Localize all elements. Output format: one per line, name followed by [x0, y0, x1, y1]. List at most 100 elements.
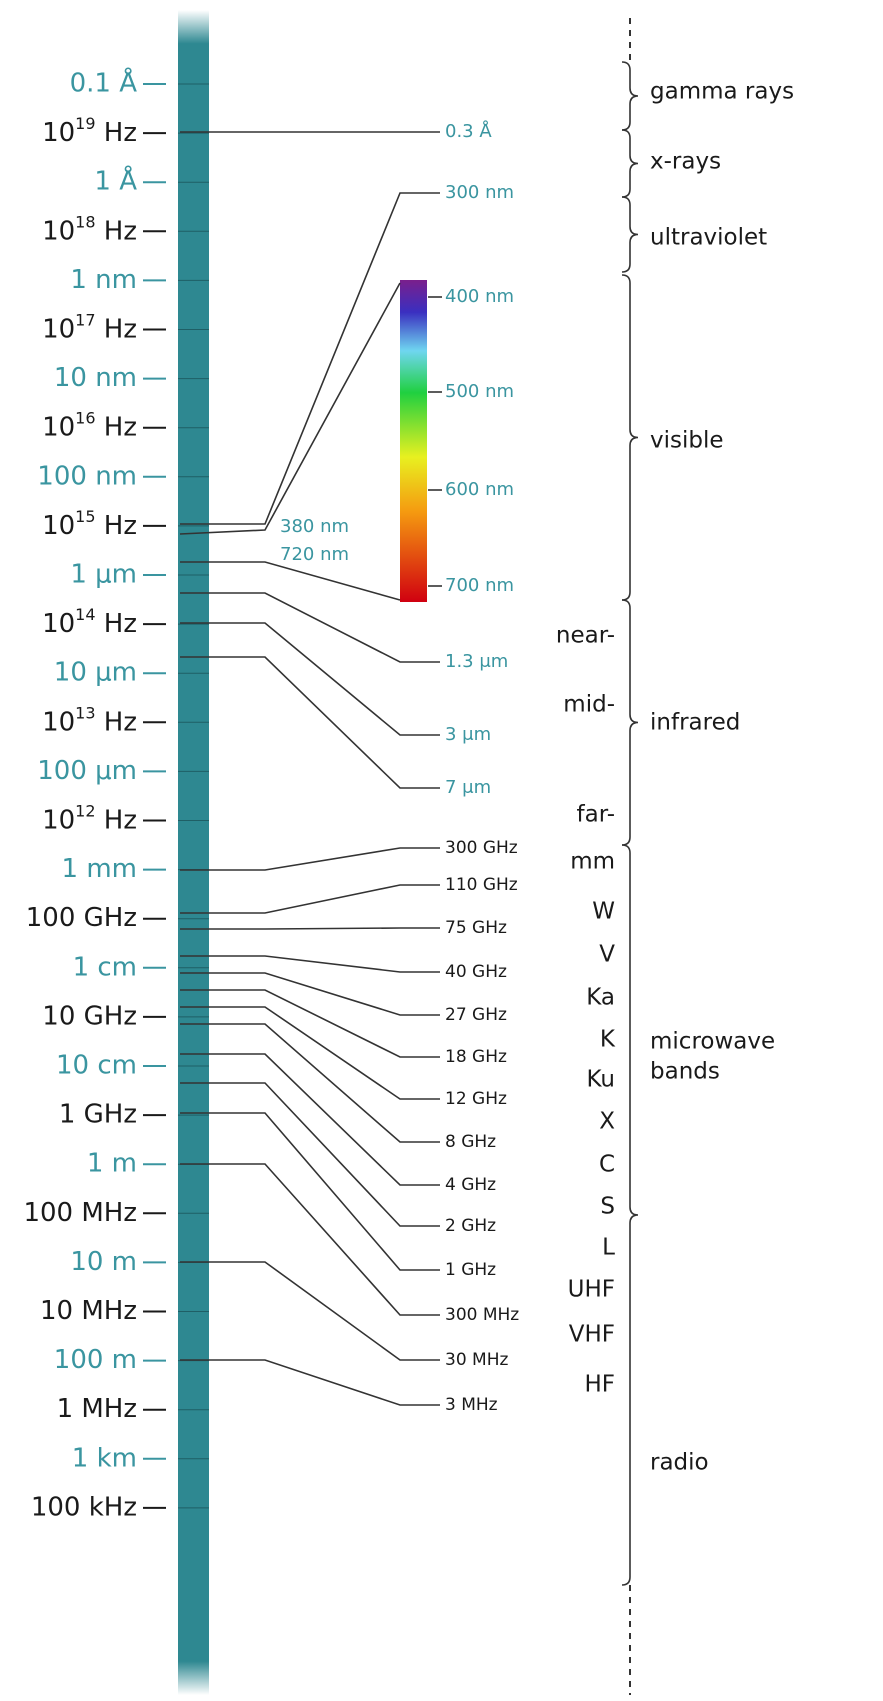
- band-label: C: [599, 1152, 615, 1178]
- leader-line: [180, 561, 401, 601]
- optical-marker: 1.3 μm: [445, 651, 508, 672]
- scale-label: 1019 Hz: [42, 114, 137, 148]
- scale-label: 0.1 Å: [70, 67, 138, 99]
- radio-marker: 12 GHz: [445, 1089, 507, 1109]
- optical-marker: 300 nm: [445, 182, 514, 203]
- band-label: V: [599, 942, 615, 968]
- scale-unit: Hz: [96, 510, 137, 540]
- region-label: radio: [650, 1450, 709, 1476]
- region-label: ultraviolet: [650, 225, 767, 251]
- optical-marker: 380 nm: [280, 516, 349, 537]
- scale-base: 10: [42, 609, 75, 639]
- optical-marker: 500 nm: [445, 381, 514, 402]
- leader-line: [180, 622, 440, 736]
- optical-marker: 0.3 Å: [445, 120, 492, 142]
- scale-exp: 18: [75, 212, 95, 231]
- leader-line: [180, 1006, 440, 1100]
- scale-label: 1 mm: [62, 854, 137, 884]
- leader-line: [180, 1023, 440, 1143]
- band-label: UHF: [568, 1277, 615, 1303]
- optical-marker: 600 nm: [445, 479, 514, 500]
- radio-marker: 4 GHz: [445, 1175, 496, 1195]
- scale-label: 1017 Hz: [42, 310, 137, 344]
- band-label: K: [600, 1027, 616, 1053]
- brace: [621, 61, 639, 131]
- scale-label: 100 GHz: [26, 903, 137, 933]
- scale-unit: Hz: [96, 118, 137, 148]
- scale-label: 1018 Hz: [42, 212, 137, 246]
- band-label: VHF: [569, 1322, 615, 1348]
- leader-line: [180, 1053, 440, 1186]
- scale-base: 10: [42, 314, 75, 344]
- radio-marker: 75 GHz: [445, 918, 507, 938]
- scale-label: 1014 Hz: [42, 605, 137, 639]
- optical-marker: 7 μm: [445, 777, 491, 798]
- leader-line: [180, 989, 440, 1058]
- band-label: X: [599, 1109, 615, 1135]
- optical-marker: 720 nm: [280, 544, 349, 565]
- leader-line: [180, 1261, 440, 1361]
- brace: [621, 196, 639, 273]
- scale-label: 1 cm: [73, 952, 137, 982]
- leader-line: [179, 282, 401, 535]
- leader-line: [180, 192, 440, 525]
- optical-marker: 400 nm: [445, 286, 514, 307]
- leader-line: [180, 884, 440, 914]
- band-label: mid-: [563, 692, 615, 718]
- region-label: microwave: [650, 1029, 775, 1055]
- radio-marker: 30 MHz: [445, 1350, 508, 1370]
- scale-label: 100 μm: [37, 756, 137, 786]
- optical-marker: 3 μm: [445, 724, 491, 745]
- leader-line: [180, 1082, 440, 1227]
- region-label: bands: [650, 1059, 720, 1085]
- scale-label: 1 Å: [94, 165, 137, 197]
- scale-label: 1 μm: [70, 560, 137, 590]
- radio-marker: 40 GHz: [445, 962, 507, 982]
- scale-label: 100 nm: [37, 461, 137, 491]
- region-label: visible: [650, 428, 724, 454]
- band-label: Ka: [586, 985, 615, 1011]
- band-label: Ku: [586, 1067, 615, 1093]
- radio-marker: 8 GHz: [445, 1132, 496, 1152]
- leader-line: [180, 972, 440, 1016]
- scale-label: 1015 Hz: [42, 506, 137, 540]
- scale-exp: 16: [75, 408, 95, 427]
- region-label: infrared: [650, 710, 740, 736]
- scale-label: 1 m: [87, 1149, 137, 1179]
- scale-base: 10: [42, 805, 75, 835]
- scale-label: 1 MHz: [57, 1394, 137, 1424]
- scale-label: 1 km: [72, 1443, 137, 1473]
- radio-marker: 18 GHz: [445, 1047, 507, 1067]
- leader-line: [180, 1112, 440, 1271]
- scale-label: 1012 Hz: [42, 801, 137, 835]
- band-label: HF: [584, 1372, 615, 1398]
- radio-marker: 300 MHz: [445, 1305, 519, 1325]
- radio-marker: 110 GHz: [445, 875, 518, 895]
- brace: [621, 844, 639, 1586]
- scale-unit: Hz: [96, 412, 137, 442]
- scale-label: 100 kHz: [31, 1492, 137, 1522]
- band-label: W: [592, 899, 615, 925]
- scale-exp: 12: [75, 801, 95, 820]
- brace: [621, 274, 639, 601]
- region-label: x-rays: [650, 149, 721, 175]
- scale-exp: 14: [75, 605, 95, 624]
- scale-exp: 15: [75, 506, 95, 525]
- scale-exp: 17: [75, 310, 95, 329]
- scale-base: 10: [42, 412, 75, 442]
- leader-line: [180, 592, 440, 663]
- scale-label: 10 m: [70, 1247, 137, 1277]
- scale-label: 100 MHz: [23, 1198, 137, 1228]
- radio-marker: 27 GHz: [445, 1005, 507, 1025]
- scale-base: 10: [42, 510, 75, 540]
- optical-marker: 700 nm: [445, 575, 514, 596]
- scale-unit: Hz: [96, 314, 137, 344]
- radio-marker: 2 GHz: [445, 1216, 496, 1236]
- leader-line: [180, 1359, 440, 1406]
- leader-line: [180, 1163, 440, 1316]
- leader-line: [180, 927, 440, 930]
- scale-label: 10 nm: [54, 363, 137, 393]
- scale-unit: Hz: [96, 609, 137, 639]
- region-label: gamma rays: [650, 79, 794, 105]
